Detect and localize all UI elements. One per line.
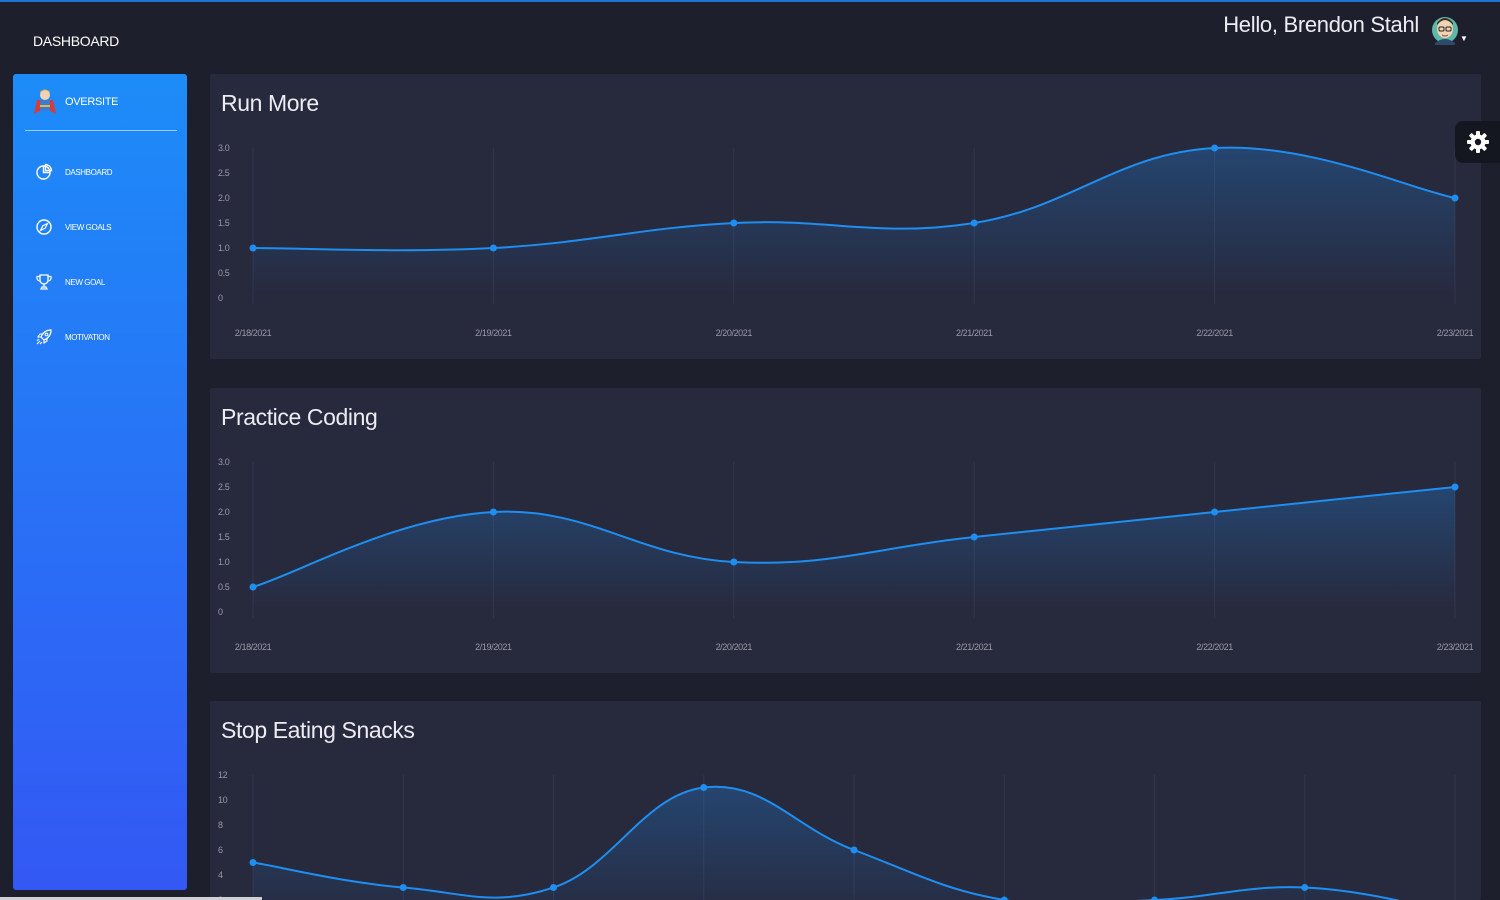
data-point[interactable]: [489, 508, 497, 516]
user-menu[interactable]: ▼: [1431, 15, 1469, 47]
series-line: [252, 146, 1456, 252]
gear-icon: [1466, 131, 1489, 153]
x-tick-label: 2/18/2021: [235, 328, 272, 338]
y-tick-label: 0.5: [218, 268, 230, 278]
sidebar-item-new-goal[interactable]: NEW GOAL: [35, 269, 185, 295]
data-point[interactable]: [970, 533, 978, 541]
y-tick-label: 2.0: [218, 193, 230, 203]
sidebar-divider: [25, 130, 177, 131]
series-area: [253, 786, 1396, 900]
chart-title: Practice Coding: [221, 404, 378, 430]
x-tick-label: 2/23/2021: [1437, 328, 1474, 338]
chart-title: Run More: [221, 90, 319, 116]
x-tick-label: 2/20/2021: [716, 642, 753, 652]
goal-card-stop-eating-snacks: Stop Eating Snacks 121086420: [210, 701, 1481, 900]
rocket-icon: [36, 329, 52, 345]
y-tick-label: 12: [218, 770, 228, 780]
sidebar-item-label: NEW GOAL: [65, 277, 105, 287]
sidebar: OVERSITE DASHBOARD VIEW GOALS NEW GOAL: [13, 74, 187, 890]
y-tick-label: 1.0: [218, 243, 230, 253]
y-tick-label: 0: [218, 293, 223, 303]
sidebar-logo[interactable]: OVERSITE: [33, 87, 183, 117]
x-tick-label: 2/22/2021: [1196, 642, 1233, 652]
y-tick-label: 2.5: [218, 482, 230, 492]
sidebar-item-motivation[interactable]: MOTIVATION: [35, 324, 185, 350]
x-tick-label: 2/19/2021: [475, 328, 512, 338]
horizontal-scrollbar[interactable]: [0, 897, 262, 900]
avatar: [1432, 17, 1458, 45]
practice-coding-chart: 3.0 2.5 2.0 1.5 1.0 0.5 0 2/18/2021 2/19/2021 2/2…: [218, 457, 1474, 652]
data-point[interactable]: [970, 219, 978, 227]
y-tick-label: 10: [218, 795, 228, 805]
data-point[interactable]: [730, 558, 738, 566]
data-point[interactable]: [850, 846, 858, 854]
pie-chart-icon: [36, 163, 53, 180]
data-point[interactable]: [700, 784, 708, 791]
series-line: [252, 785, 1401, 900]
x-tick-label: 2/23/2021: [1437, 642, 1474, 652]
user-greeting: Hello, Brendon Stahl: [1223, 12, 1419, 37]
top-accent-line: [0, 0, 1500, 2]
x-tick-label: 2/18/2021: [235, 642, 272, 652]
settings-button[interactable]: [1455, 121, 1500, 163]
goal-card-practice-coding: Practice Coding 3.0 2.5 2.0 1.5 1.0 0.5 0 2/18/…: [210, 388, 1481, 673]
series-area: [253, 147, 1455, 298]
y-tick-label: 2.0: [218, 507, 230, 517]
trophy-icon: [36, 274, 52, 290]
data-point[interactable]: [1451, 194, 1459, 202]
data-point[interactable]: [249, 859, 257, 866]
y-tick-label: 1.5: [218, 532, 230, 542]
x-tick-label: 2/21/2021: [956, 642, 993, 652]
y-tick-label: 0: [218, 607, 223, 617]
x-tick-label: 2/20/2021: [716, 328, 753, 338]
data-point[interactable]: [1000, 896, 1008, 900]
y-tick-label: 0.5: [218, 582, 230, 592]
sidebar-logo-label: OVERSITE: [65, 96, 119, 108]
data-point[interactable]: [489, 244, 497, 252]
sidebar-item-dashboard[interactable]: DASHBOARD: [35, 159, 185, 185]
sidebar-item-view-goals[interactable]: VIEW GOALS: [35, 214, 185, 240]
superhero-logo-icon: [34, 89, 56, 114]
stop-eating-snacks-chart: 121086420: [218, 770, 1456, 900]
sidebar-item-label: MOTIVATION: [65, 332, 110, 342]
data-point[interactable]: [249, 244, 257, 252]
y-tick-label: 2.5: [218, 168, 230, 178]
y-tick-label: 6: [218, 845, 223, 855]
data-point[interactable]: [1451, 483, 1459, 491]
data-point[interactable]: [1211, 508, 1219, 516]
data-point[interactable]: [1211, 144, 1219, 152]
compass-icon: [36, 219, 52, 235]
y-tick-label: 3.0: [218, 143, 230, 153]
data-point[interactable]: [1151, 896, 1158, 900]
data-point[interactable]: [249, 583, 257, 591]
y-tick-label: 8: [218, 820, 223, 830]
y-tick-label: 1.0: [218, 557, 230, 567]
run-more-chart: 3.0 2.5 2.0 1.5 1.0 0.5 0 2/18/2021 2/19/2021 2/2…: [218, 143, 1474, 338]
x-tick-label: 2/22/2021: [1196, 328, 1233, 338]
chart-title: Stop Eating Snacks: [221, 717, 415, 743]
y-tick-label: 1.5: [218, 218, 230, 228]
y-tick-label: 4: [218, 870, 223, 880]
chevron-down-icon: ▼: [1460, 34, 1468, 43]
x-tick-label: 2/21/2021: [956, 328, 993, 338]
sidebar-item-label: DASHBOARD: [65, 167, 113, 177]
data-point[interactable]: [399, 884, 407, 891]
brand-title[interactable]: DASHBOARD: [33, 33, 119, 49]
data-point[interactable]: [550, 884, 557, 891]
x-tick-label: 2/19/2021: [475, 642, 512, 652]
data-point[interactable]: [730, 219, 738, 227]
series-line: [252, 486, 1456, 588]
goal-card-run-more: Run More 3.0 2.5 2.0 1.5 1.0 0.5 0 2/18/2021 2/1…: [210, 74, 1481, 359]
sidebar-item-label: VIEW GOALS: [65, 222, 112, 232]
y-tick-label: 3.0: [218, 457, 230, 467]
data-point[interactable]: [1301, 884, 1309, 891]
